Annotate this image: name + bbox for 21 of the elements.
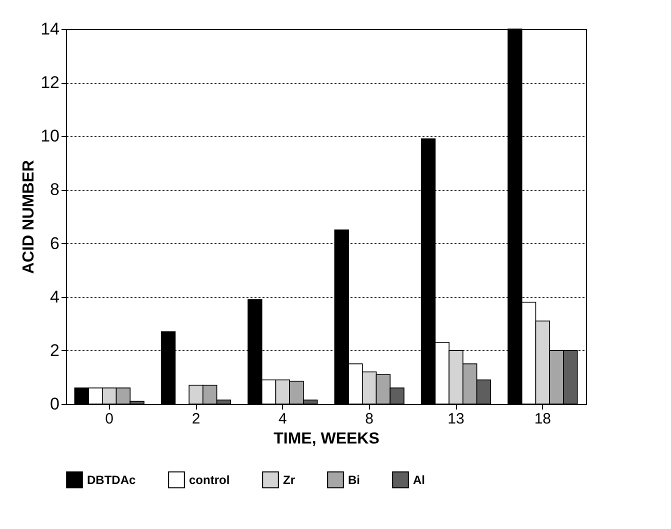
x-axis-title: TIME, WEEKS [274,430,380,448]
legend-label: Al [413,472,425,487]
x-tick-label: 8 [365,410,374,428]
x-tick-label: 13 [448,410,464,428]
y-tick-label: 4 [50,287,60,306]
y-tick-label: 10 [40,126,60,146]
y-tick-label: 8 [50,180,60,200]
legend-label: DBTDAc [87,472,136,487]
legend-label: control [189,472,230,487]
y-tick-label: 14 [40,20,60,38]
x-tick-label: 2 [192,410,200,428]
y-tick-label: 2 [50,340,60,360]
y-tick-label: 6 [50,234,60,253]
legend-label: Bi [348,472,360,487]
y-tick-label: 12 [40,73,60,92]
x-tick-label: 0 [105,410,114,428]
x-tick-label: 4 [278,410,287,428]
y-axis-title: ACID NUMBER [20,160,38,274]
x-tick-label: 18 [534,410,552,428]
y-tick-label: 0 [50,394,60,414]
legend-label: Zr [283,472,296,487]
